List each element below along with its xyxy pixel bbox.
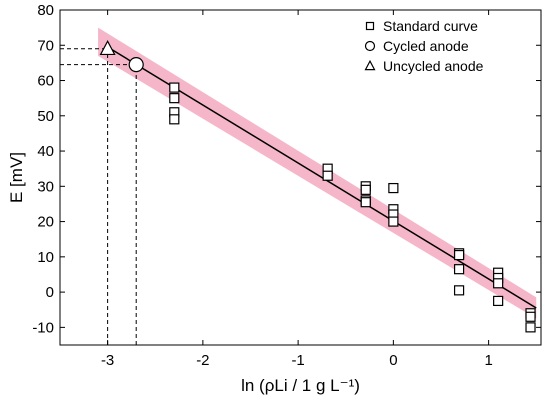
plot-frame [59,9,542,346]
data-point-square-0-23 [525,311,536,322]
data-point-triangle-2-0 [99,39,116,56]
y-tick-label: -10 [32,319,54,336]
x-tick-label: -3 [101,352,114,369]
legend-marker-circle [364,40,376,52]
data-point-square-0-0 [169,82,180,93]
y-tick-label: 10 [37,249,54,266]
x-tick-label: 1 [484,352,492,369]
y-tick-label: 40 [37,143,54,160]
data-point-square-0-7 [360,184,371,195]
data-point-square-0-20 [493,278,504,289]
y-tick-label: 60 [37,73,54,90]
x-axis-ticks: -3 -2 -1 0 1 [101,10,493,369]
legend-marker-square [365,21,375,31]
data-point-square-0-5 [322,170,333,181]
legend: Standard curve Cycled anode Uncycled anode [364,18,484,74]
data-point-square-0-16 [453,264,465,275]
y-tick-label: 30 [37,178,54,195]
data-points-layer [99,39,536,333]
x-tick-label: -1 [291,352,304,369]
y-axis-ticks: -10 0 10 20 30 40 50 60 70 80 [32,2,541,336]
y-tick-label: 0 [46,284,54,301]
data-point-square-0-13 [388,216,399,227]
data-point-square-0-10 [388,182,399,194]
data-point-circle-1-0 [128,57,144,73]
y-tick-label: 80 [37,2,54,19]
legend-label: Standard curve [383,18,478,34]
legend-marker-triangle [364,59,376,71]
y-tick-label: 50 [37,108,54,125]
confidence-band [98,27,537,319]
data-point-square-0-15 [453,249,465,261]
x-tick-label: -2 [196,352,209,369]
data-point-square-0-1 [169,93,180,104]
legend-label: Cycled anode [383,38,469,54]
y-tick-label: 70 [37,37,54,54]
x-tick-label: 0 [389,352,397,369]
data-point-square-0-3 [169,114,180,125]
x-axis-title: ln (ρLi / 1 g L⁻¹) [241,376,360,395]
reference-lines-layer [60,48,137,345]
data-point-square-0-17 [453,285,465,296]
confidence-band-layer [98,27,537,319]
y-axis-title: E [mV] [7,152,26,203]
data-point-square-0-21 [493,295,504,307]
data-point-square-0-24 [525,322,536,333]
legend-label: Uncycled anode [383,58,484,74]
data-point-square-0-9 [360,197,371,208]
y-tick-label: 20 [37,214,54,231]
